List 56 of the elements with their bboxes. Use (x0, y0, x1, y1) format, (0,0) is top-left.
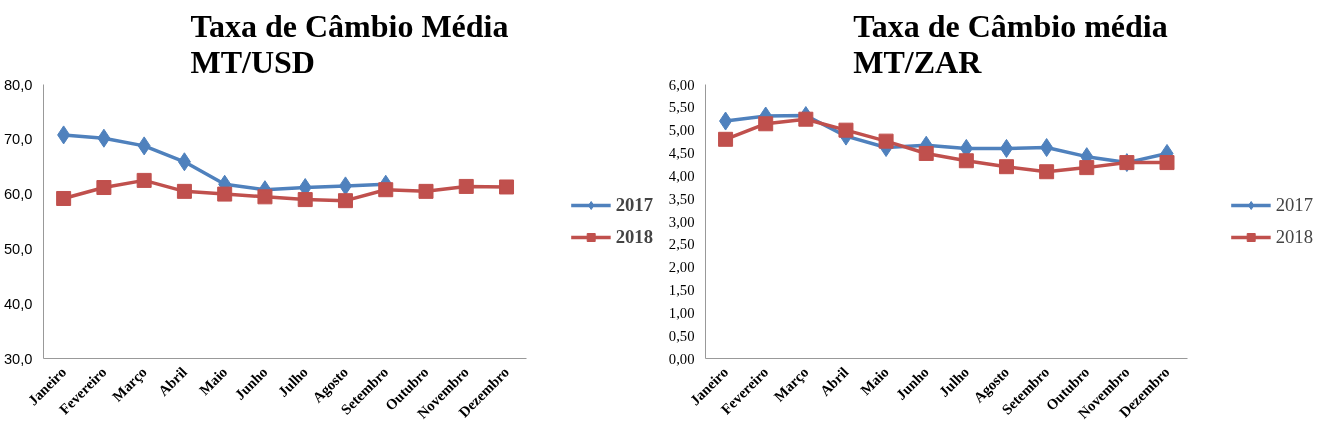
point (378, 182, 394, 198)
y-tick-label: 80,0 (3, 76, 33, 93)
point (217, 186, 233, 202)
chart-title: Taxa de Câmbio média MT/ZAR (853, 7, 1168, 80)
y-tick-label: 3,00 (668, 213, 695, 230)
point (1040, 138, 1054, 158)
y-tick-label: 40,0 (3, 295, 33, 312)
y-tick-label: 3,50 (668, 190, 695, 207)
legend-label: 2018 (1275, 226, 1313, 248)
point (1039, 164, 1055, 180)
y-tick-label: 30,0 (3, 350, 33, 367)
y-tick-label: 50,0 (3, 240, 33, 257)
y-tick-label: 70,0 (3, 131, 33, 148)
legend-label: 2017 (615, 194, 653, 216)
point (177, 152, 191, 172)
y-tick-label: 1,50 (668, 282, 695, 298)
point (798, 111, 814, 127)
point (1079, 160, 1095, 176)
point (918, 145, 934, 161)
chart-title: Taxa de Câmbio Média MT/USD (190, 7, 509, 80)
point (96, 180, 112, 196)
point (878, 133, 894, 149)
y-tick-label: 4,50 (668, 145, 695, 161)
point (838, 122, 854, 138)
y-tick-label: 60,0 (3, 186, 33, 203)
point (719, 111, 733, 131)
y-tick-label: 6,00 (668, 76, 695, 93)
y-tick-label: 0,50 (668, 327, 695, 344)
point (998, 159, 1014, 175)
point (758, 116, 774, 132)
point (338, 176, 352, 196)
point (337, 193, 353, 209)
point (176, 183, 192, 199)
legend-label: 2017 (1275, 194, 1313, 216)
point (56, 190, 72, 206)
y-tick-label: 4,00 (668, 167, 695, 184)
point (57, 125, 71, 145)
y-tick-label: 5,50 (668, 99, 695, 116)
y-tick-label: 5,00 (668, 122, 695, 139)
y-tick-label: 2,50 (668, 236, 695, 253)
point (718, 131, 734, 147)
point (958, 153, 974, 169)
point (1159, 155, 1175, 171)
point (136, 172, 152, 188)
point (458, 178, 474, 194)
y-tick-label: 0,00 (668, 350, 695, 367)
y-tick-label: 2,00 (668, 259, 695, 276)
point (499, 179, 515, 195)
y-tick-label: 1,00 (668, 304, 695, 321)
point (999, 138, 1013, 158)
point (418, 183, 434, 199)
point (137, 136, 151, 156)
point (257, 189, 273, 205)
point (297, 192, 313, 208)
point (97, 128, 111, 148)
legend-label: 2018 (615, 226, 653, 248)
